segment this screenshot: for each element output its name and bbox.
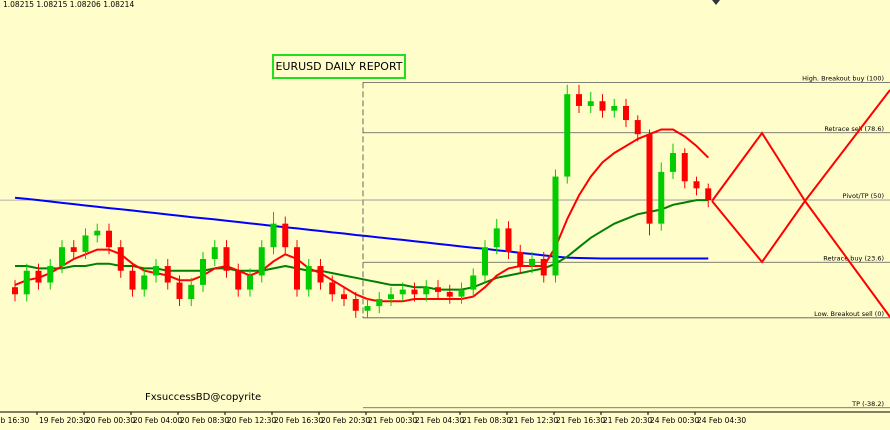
- candle-body: [399, 289, 406, 295]
- candle-body: [364, 306, 371, 311]
- candle-body: [270, 223, 277, 248]
- candle-body: [517, 251, 524, 267]
- candle-body: [47, 266, 54, 283]
- candle-body: [576, 94, 582, 106]
- candle-body: [258, 247, 265, 276]
- moving-average: [14, 128, 710, 303]
- candle-body: [681, 153, 688, 182]
- x-tick-label: 21 Feb 08:30: [462, 416, 511, 425]
- level-label: Low. Breakout sell (0): [814, 310, 884, 318]
- candle-body: [82, 235, 89, 252]
- x-tick-label: 21 Feb 20:30: [603, 416, 652, 425]
- candle-body: [294, 247, 300, 290]
- x-tick-label: 21 Feb 16:30: [556, 416, 605, 425]
- candle-body: [223, 247, 230, 271]
- x-tick-label: 20 Feb 04:00: [133, 416, 182, 425]
- candle-body: [59, 247, 65, 267]
- candle-body: [482, 247, 488, 276]
- candle-body: [587, 101, 594, 106]
- candle-body: [211, 247, 218, 259]
- candle-body: [611, 105, 618, 111]
- watermark: FxsuccessBD@copyrite: [145, 392, 261, 403]
- candle-body: [658, 171, 665, 224]
- title-box: [272, 54, 406, 79]
- candle-body: [540, 258, 547, 276]
- x-tick-label: 21 Feb 00:30: [368, 416, 417, 425]
- candle-body: [317, 266, 324, 283]
- candle-body: [188, 284, 195, 299]
- x-tick-label: 20 Feb 00:30: [86, 416, 135, 425]
- candle-body: [552, 176, 559, 276]
- projection: [711, 89, 890, 318]
- candle-body: [693, 181, 700, 189]
- x-tick-label: 20 Feb 16:30: [274, 416, 323, 425]
- candle-body: [470, 275, 477, 290]
- candle-body: [23, 270, 30, 295]
- candle-body: [247, 275, 253, 290]
- marker: [712, 0, 720, 5]
- level-label: Pivot/TP (50): [843, 192, 884, 200]
- level-label: Retrace sell (78.6): [824, 125, 884, 133]
- x-tick-label: 24 Feb 04:30: [697, 416, 746, 425]
- candle-body: [341, 294, 347, 299]
- moving-average: [14, 196, 709, 260]
- moving-averages: [14, 128, 710, 303]
- candle-body: [505, 228, 512, 252]
- candle-body: [529, 258, 535, 267]
- candle-body: [352, 298, 359, 311]
- candle-body: [458, 289, 465, 297]
- level-label: High. Breakout buy (100): [802, 74, 884, 82]
- level-label: TP (-38.2): [851, 400, 884, 408]
- candle-body: [411, 289, 418, 295]
- candle-body: [329, 282, 336, 295]
- candle-body: [646, 134, 653, 224]
- candle-body: [599, 101, 606, 111]
- header-prices: 1.08215 1.08215 1.08206 1.08214: [3, 0, 134, 9]
- candle-body: [117, 247, 124, 271]
- candle-body: [106, 230, 112, 248]
- candle-body: [282, 223, 289, 248]
- levels: High. Breakout buy (100) Retrace sell (78…: [0, 74, 890, 409]
- candle-body: [423, 287, 430, 295]
- candle-body: [12, 287, 18, 295]
- x-tick-label: Feb 16:30: [0, 416, 30, 425]
- candle-body: [493, 228, 500, 248]
- candle-body: [446, 291, 453, 297]
- moving-average: [15, 199, 709, 291]
- candle-body: [164, 266, 171, 283]
- candle-body: [235, 270, 242, 290]
- candle-body: [94, 230, 101, 236]
- candle-body: [305, 266, 312, 290]
- candle-body: [564, 94, 571, 177]
- chart-title: EURUSD DAILY REPORT: [275, 60, 402, 73]
- x-tick-label: 24 Feb 00:30: [650, 416, 699, 425]
- candle-body: [153, 266, 159, 276]
- x-tick-label: 21 Feb 12:30: [509, 416, 558, 425]
- candle-body: [200, 258, 206, 285]
- x-tick-label: 21 Feb 04:30: [415, 416, 464, 425]
- x-tick-label: 20 Feb 12:30: [227, 416, 276, 425]
- candle-body: [623, 105, 629, 121]
- level-label: Retrace buy (23.6): [823, 254, 884, 262]
- candle-body: [388, 294, 394, 299]
- candle-body: [141, 275, 148, 290]
- x-tick-label: 20 Feb 20:30: [321, 416, 370, 425]
- candle-body: [670, 153, 676, 172]
- x-tick-label: 19 Feb 20:30: [39, 416, 88, 425]
- candle-body: [435, 287, 441, 292]
- candle-body: [634, 120, 641, 135]
- x-tick-label: 20 Feb 08:30: [180, 416, 229, 425]
- candle-body: [705, 188, 712, 201]
- candle-body: [129, 270, 136, 290]
- candle-body: [70, 247, 77, 252]
- candle-body: [35, 270, 42, 283]
- candles: [12, 84, 712, 318]
- candle-body: [176, 282, 183, 299]
- candle-body: [376, 298, 383, 307]
